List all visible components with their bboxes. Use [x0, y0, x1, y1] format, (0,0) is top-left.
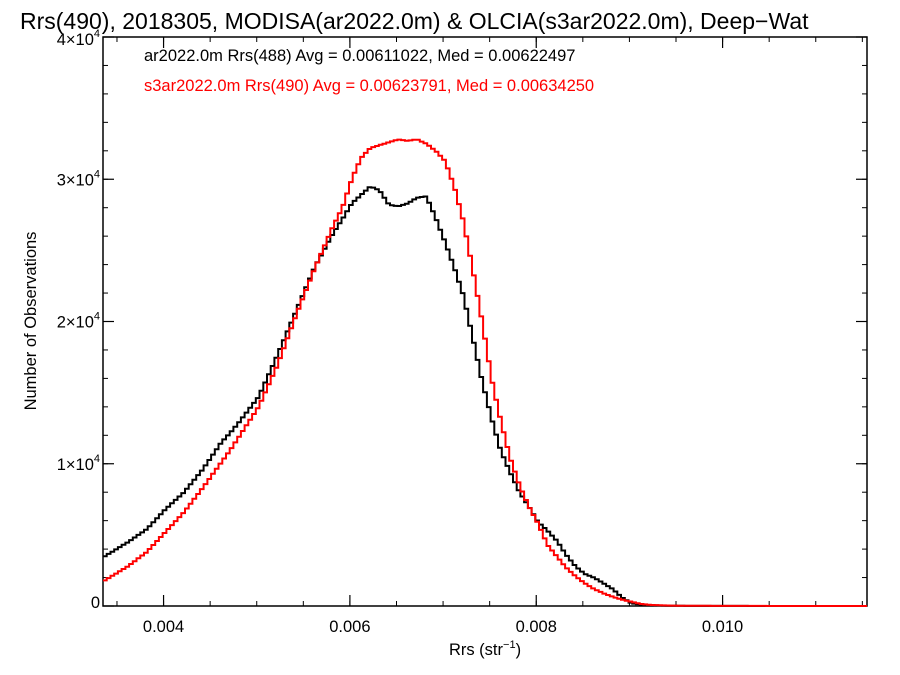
series-line-olcia — [103, 138, 867, 607]
x-tick-label: 0.006 — [329, 618, 370, 636]
legend-entry-modisa: ar2022.0m Rrs(488) Avg = 0.00611022, Med… — [144, 47, 575, 65]
y-tick-labels: 0 1×104 2×104 3×104 4×104 — [57, 28, 100, 612]
x-tick-label: 0.004 — [143, 618, 184, 636]
y-tick-label: 1×104 — [57, 453, 100, 474]
y-tick-label: 3×104 — [57, 168, 100, 189]
x-tick-label: 0.008 — [516, 618, 557, 636]
minor-ticks — [103, 36, 867, 607]
y-tick-label: 0 — [91, 594, 100, 612]
y-tick-label: 2×104 — [57, 311, 100, 332]
x-tick-labels: 0.004 0.006 0.008 0.010 — [143, 618, 743, 636]
x-axis-label-superscript: −1 — [503, 639, 516, 651]
x-tick-label: 0.010 — [702, 618, 743, 636]
series-line-modisa — [103, 186, 867, 607]
x-axis-label-main: Rrs (str — [449, 641, 504, 659]
major-ticks — [103, 36, 867, 607]
x-axis-label-close: ) — [516, 641, 522, 659]
plot-frame — [102, 36, 868, 607]
legend-entry-olcia: s3ar2022.0m Rrs(490) Avg = 0.00623791, M… — [144, 77, 594, 95]
chart-title: Rrs(490), 2018305, MODISA(ar2022.0m) & O… — [20, 8, 809, 34]
y-tick-label: 4×104 — [57, 28, 100, 49]
x-axis-label: Rrs (str−1) — [449, 639, 521, 659]
series-group — [103, 138, 867, 607]
y-axis-label: Number of Observations — [22, 232, 40, 411]
